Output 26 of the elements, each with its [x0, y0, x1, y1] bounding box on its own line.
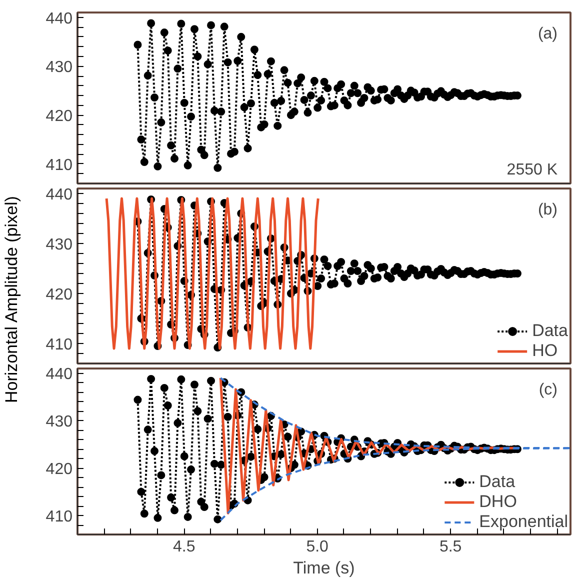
legend-label: Data: [532, 321, 568, 341]
y-tick-label: 420: [46, 461, 73, 478]
annotation: (c): [538, 382, 558, 398]
y-tick-label: 420: [46, 108, 73, 126]
annotation: 2550 K: [506, 162, 558, 178]
y-tick-label: 410: [46, 508, 73, 526]
y-tick-label: 440: [46, 186, 73, 204]
annotation: (b): [538, 202, 558, 218]
y-tick-label: 430: [46, 236, 73, 254]
y-tick-label: 420: [46, 286, 73, 304]
annotation: (a): [538, 26, 558, 42]
y-tick-label: 440: [46, 10, 73, 28]
y-tick-label: 410: [46, 336, 73, 354]
legend-label: DHO: [479, 492, 517, 512]
legend-label: Exponential: [479, 512, 568, 532]
y-tick-label: 440: [46, 366, 73, 384]
x-tick-label: 5.0: [306, 538, 329, 556]
y-axis-title: Horizontal Amplitude (pixel): [0, 196, 22, 404]
x-axis-title: Time (s): [293, 558, 355, 578]
x-tick-label: 4.5: [172, 538, 196, 556]
y-tick-label: 430: [46, 414, 73, 431]
legend-label: Data: [479, 472, 516, 492]
legend-label: HO: [532, 341, 558, 361]
x-tick-label: 5.5: [439, 538, 462, 556]
y-tick-label: 430: [46, 59, 73, 76]
y-tick-label: 410: [46, 156, 73, 174]
